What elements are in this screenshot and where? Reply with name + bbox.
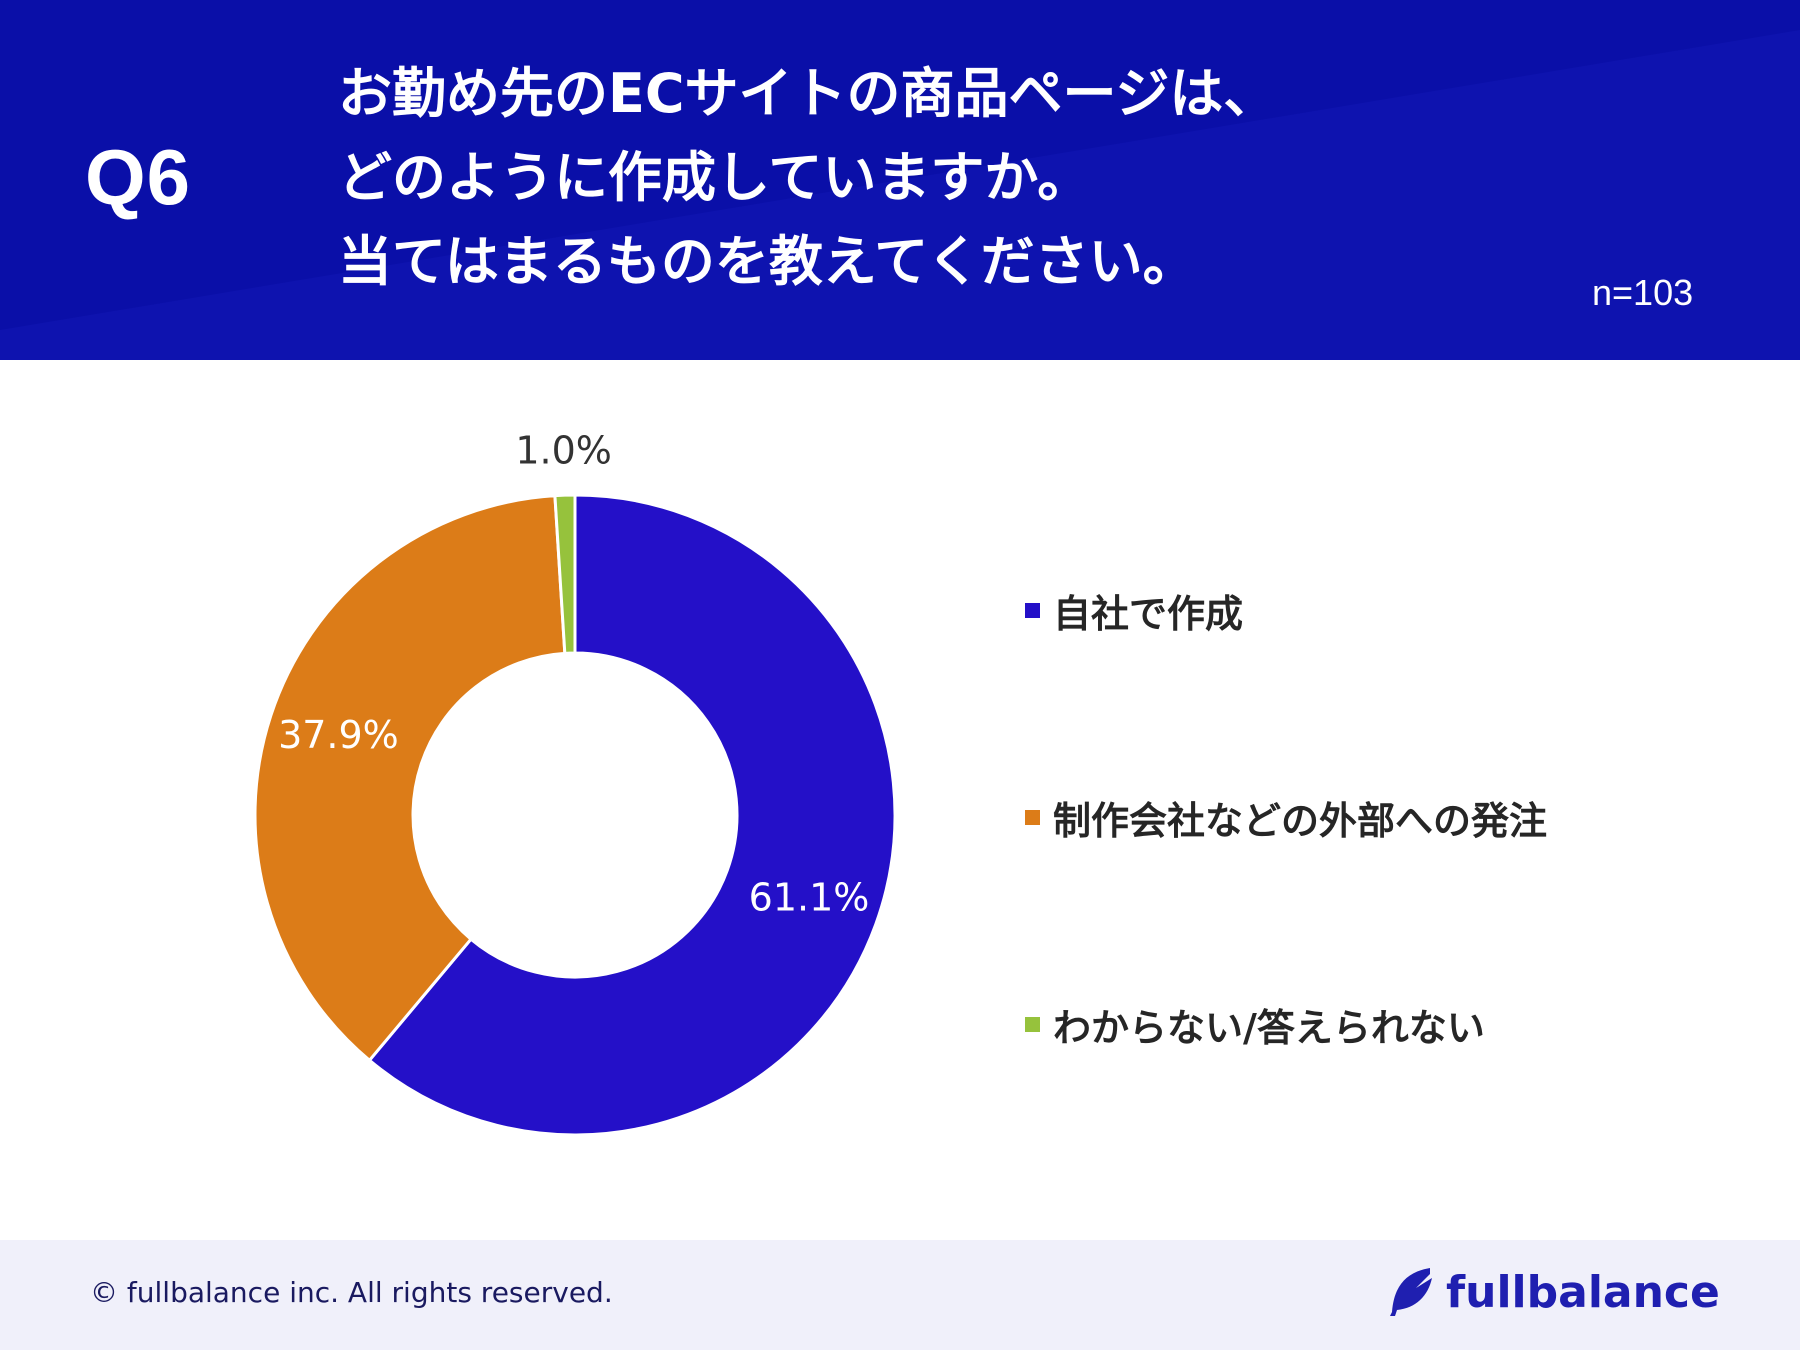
question-line-3: 当てはまるものを教えてください。 (338, 230, 1197, 293)
feather-icon (1390, 1268, 1432, 1316)
chart-legend: 自社で作成制作会社などの外部への発注 わからない/答えられない (1025, 580, 1547, 1201)
legend-swatch (1025, 602, 1040, 618)
copyright-text: © fullbalance inc. All rights reserved. (90, 1276, 613, 1309)
logo-text: fullbalance (1446, 1266, 1720, 1318)
data-label-1: 61.1% (749, 876, 870, 920)
footer: © fullbalance inc. All rights reserved. … (0, 1240, 1800, 1350)
data-label-3: 1.0% (515, 429, 612, 473)
sample-size: n=103 (1592, 272, 1694, 313)
slice-1 (367, 493, 897, 1137)
company-logo[interactable]: fullbalance (1386, 1266, 1720, 1318)
legend-label: わからない/答えられない (1053, 1005, 1485, 1050)
header-decoration (0, 30, 1800, 360)
legend-label: 制作会社などの外部への発注 (1053, 798, 1548, 843)
question-text: お勤め先のECサイトの商品ページは、 どのように作成していますか。 当てはまるも… (338, 52, 1277, 304)
header-banner: Q6 お勤め先のECサイトの商品ページは、 どのように作成していますか。 当ては… (0, 0, 1800, 360)
legend-item-3: わからない/答えられない (1025, 994, 1547, 1054)
legend-swatch (1025, 809, 1040, 825)
legend-item-2: 制作会社などの外部への発注 (1025, 787, 1547, 847)
donut-chart: 61.1% 37.9% 1.0% (253, 429, 897, 1137)
data-label-2: 37.9% (278, 713, 399, 757)
slice-2 (253, 494, 567, 1063)
legend-label: 自社で作成 (1053, 591, 1244, 636)
slice-3 (553, 493, 577, 655)
legend-swatch (1025, 1016, 1040, 1032)
question-line-1: お勤め先のECサイトの商品ページは、 (338, 62, 1278, 125)
question-line-2: どのように作成していますか。 (338, 146, 1092, 209)
question-number: Q6 (85, 133, 192, 221)
legend-item-1: 自社で作成 (1025, 580, 1547, 640)
